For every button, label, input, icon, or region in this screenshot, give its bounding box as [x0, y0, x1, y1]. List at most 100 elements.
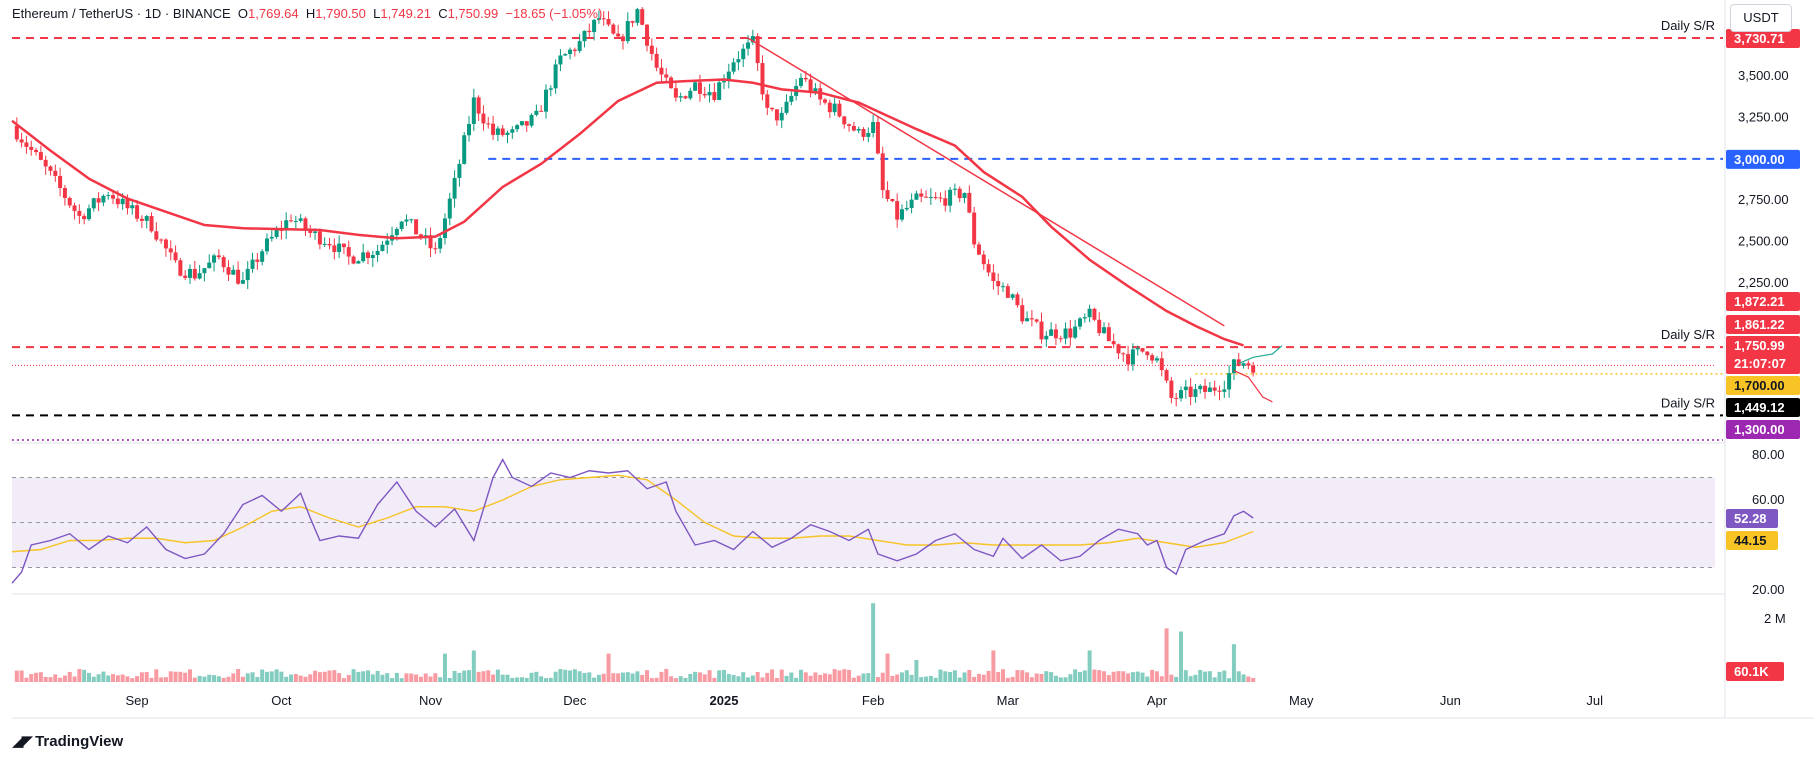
candle-body — [38, 152, 43, 160]
candle-body — [779, 112, 784, 121]
volume-bar — [120, 674, 125, 682]
volume-bar — [226, 676, 231, 682]
candle-body — [34, 149, 39, 153]
volume-bar — [515, 677, 520, 682]
candle-body — [909, 199, 914, 208]
volume-bar — [62, 675, 67, 682]
candle-body — [327, 243, 332, 246]
currency-button[interactable]: USDT — [1730, 4, 1792, 32]
volume-bar — [1126, 673, 1131, 682]
candle-body — [467, 123, 472, 136]
candle-body — [1058, 338, 1063, 340]
candle-body — [726, 71, 731, 82]
candle-body — [82, 215, 87, 220]
candle-body — [611, 24, 616, 34]
volume-bar — [390, 678, 395, 682]
candle-body — [952, 188, 957, 190]
candle-body — [1169, 380, 1174, 398]
candle-body — [635, 9, 640, 23]
candle-body — [577, 41, 582, 51]
candle-body — [832, 103, 837, 113]
rsi-line — [11, 458, 1254, 584]
candle-body — [447, 198, 452, 219]
volume-bar — [1130, 672, 1135, 682]
candle-body — [683, 96, 688, 99]
volume-bar — [572, 669, 577, 682]
candle-body — [1236, 359, 1241, 366]
volume-bar — [1227, 678, 1232, 682]
tag-daily-sr-low-bg — [1726, 398, 1800, 417]
volume-bar — [125, 676, 130, 682]
candle-body — [962, 192, 967, 199]
candle-body — [409, 219, 414, 221]
tradingview-logo[interactable]: ◢◤ TradingView — [12, 732, 123, 751]
volume-bar — [529, 672, 534, 682]
volume-bar — [1154, 671, 1159, 682]
volume-bar — [385, 673, 390, 682]
volume-bar — [236, 669, 241, 682]
candle-body — [957, 188, 962, 199]
volume-bar — [183, 672, 188, 682]
candle-body — [96, 198, 101, 203]
volume-bar — [53, 674, 58, 682]
volume-bar — [178, 671, 183, 682]
volume-bar — [370, 674, 375, 682]
bullish-projection — [1238, 345, 1283, 364]
volume-bar — [1068, 674, 1073, 682]
tag-daily-sr-top-bg — [1726, 28, 1800, 48]
candle-body — [899, 209, 904, 220]
volume-bar — [111, 674, 116, 682]
volume-bar — [510, 677, 515, 682]
volume-bar — [491, 674, 496, 682]
volume-bar — [620, 672, 625, 682]
candle-body — [625, 21, 630, 42]
volume-bar — [505, 674, 510, 682]
candle-body — [693, 82, 698, 91]
volume-bar — [818, 674, 823, 682]
candle-body — [847, 124, 852, 126]
candle-body — [67, 197, 72, 206]
close-value: 1,750.99 — [447, 6, 499, 21]
volume-bar — [240, 676, 245, 682]
volume-bar — [664, 668, 669, 682]
candle-body — [438, 238, 443, 249]
candle-body — [221, 257, 226, 268]
volume-bar — [933, 677, 938, 682]
candle-body — [563, 54, 568, 56]
candle-body — [856, 128, 861, 131]
volume-bar — [885, 653, 890, 682]
volume-bar — [967, 669, 972, 682]
candle-body — [481, 113, 486, 124]
candle-body — [924, 196, 929, 198]
daily-sr-top-label: Daily S/R — [1661, 18, 1715, 33]
candle-body — [375, 250, 380, 256]
candle-body — [1005, 286, 1010, 298]
candle-body — [1087, 308, 1092, 318]
volume-bar — [880, 672, 885, 682]
volume-bar — [919, 677, 924, 682]
volume-bar — [707, 670, 712, 682]
candle-body — [341, 243, 346, 248]
candle-body — [1227, 373, 1232, 390]
volume-bar — [1251, 678, 1256, 682]
candle-body — [654, 53, 659, 68]
candle-body — [1140, 348, 1145, 352]
volume-bar — [86, 672, 91, 682]
volume-bar — [847, 669, 852, 682]
volume-bar — [779, 669, 784, 682]
volume-bar — [895, 674, 900, 682]
tag-last-price-bg — [1726, 336, 1800, 374]
volume-bar — [91, 676, 96, 682]
candle-body — [904, 207, 909, 210]
candle-body — [976, 244, 981, 255]
time-tick-label: May — [1289, 693, 1314, 708]
open-label: O — [237, 6, 249, 21]
candle-body — [159, 239, 164, 241]
tag-level-1700-bg — [1726, 376, 1800, 395]
candle-body — [1025, 318, 1030, 322]
volume-bar — [746, 677, 751, 682]
volume-bar — [601, 673, 606, 682]
candle-body — [168, 248, 173, 253]
volume-bar — [760, 677, 765, 682]
